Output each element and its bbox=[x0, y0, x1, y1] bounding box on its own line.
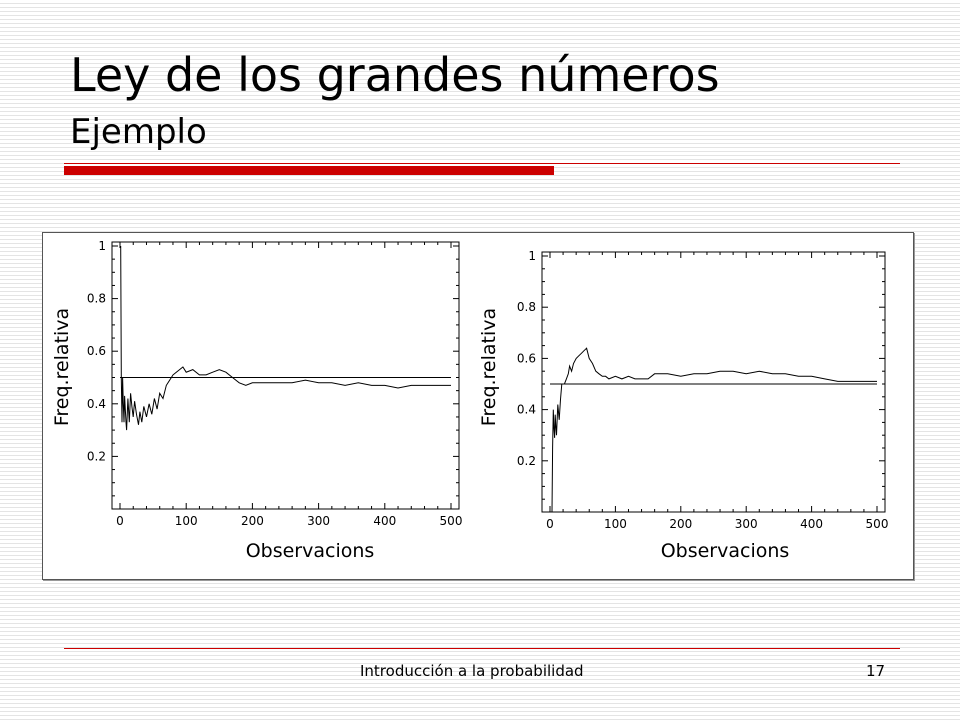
x-tick-label: 100 bbox=[604, 517, 627, 531]
y-tick-label: 0.4 bbox=[517, 403, 536, 417]
x-tick-label: 400 bbox=[373, 514, 396, 528]
y-tick-label: 1 bbox=[528, 249, 536, 263]
x-tick-label: 300 bbox=[307, 514, 330, 528]
x-axis-label: Observacions bbox=[246, 540, 375, 562]
charts-panel: 0 100 200 300 400 500 0.2 0.4 0.6 0.8 1 Observacion… bbox=[42, 232, 914, 580]
x-tick-label: 100 bbox=[175, 514, 198, 528]
slide-subtitle: Ejemplo bbox=[70, 112, 207, 152]
title-rule bbox=[64, 163, 900, 164]
x-tick-label: 300 bbox=[735, 517, 758, 531]
footer-rule bbox=[64, 648, 900, 649]
y-tick-label: 1 bbox=[98, 239, 106, 253]
slide-title: Ley de los grandes números bbox=[70, 48, 720, 102]
x-axis-label: Observacions bbox=[661, 540, 790, 562]
x-tick-label: 0 bbox=[116, 514, 124, 528]
charts-svg: 0 100 200 300 400 500 0.2 0.4 0.6 0.8 1 Observacion… bbox=[51, 239, 888, 562]
y-axis-label: Freq.relativa bbox=[51, 308, 73, 426]
x-tick-label: 0 bbox=[546, 517, 554, 531]
series-line bbox=[120, 245, 451, 431]
chart-2: 0 100 200 300 400 500 0.2 0.4 0.6 0.8 1 Observacion… bbox=[478, 249, 888, 562]
y-tick-label: 0.8 bbox=[87, 292, 106, 306]
page-number: 17 bbox=[866, 662, 886, 680]
y-tick-label: 0.2 bbox=[517, 454, 536, 468]
y-axis-label: Freq.relativa bbox=[478, 308, 500, 426]
y-tick-label: 0.4 bbox=[87, 397, 106, 411]
x-tick-label: 400 bbox=[800, 517, 823, 531]
x-tick-label: 500 bbox=[866, 517, 889, 531]
chart-1: 0 100 200 300 400 500 0.2 0.4 0.6 0.8 1 Observacion… bbox=[51, 239, 462, 562]
x-tick-label: 200 bbox=[669, 517, 692, 531]
y-tick-label: 0.8 bbox=[517, 300, 536, 314]
series-line bbox=[550, 347, 877, 513]
plot-frame bbox=[541, 251, 886, 513]
y-tick-label: 0.2 bbox=[87, 449, 106, 463]
footer-text: Introducción a la probabilidad bbox=[360, 662, 584, 680]
x-tick-label: 500 bbox=[440, 514, 463, 528]
x-tick-label: 200 bbox=[241, 514, 264, 528]
title-accent-bar bbox=[64, 166, 554, 175]
y-tick-label: 0.6 bbox=[87, 344, 106, 358]
plot-frame bbox=[111, 241, 460, 510]
y-tick-label: 0.6 bbox=[517, 351, 536, 365]
